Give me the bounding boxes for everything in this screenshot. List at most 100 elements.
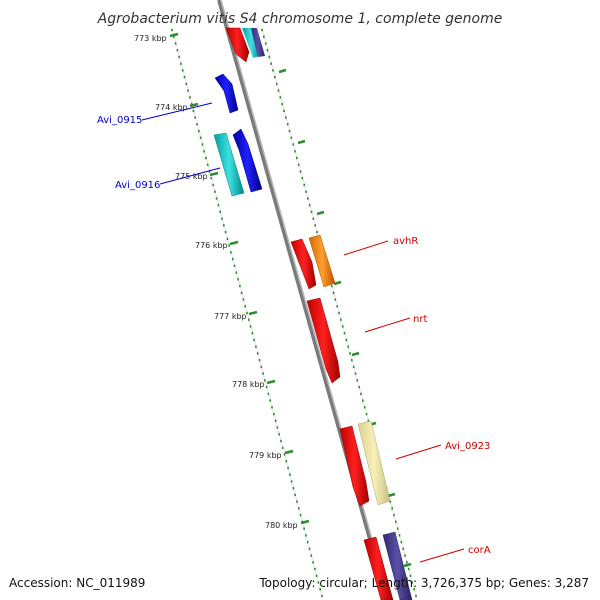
- inner-track-minor-tick: [212, 183, 214, 187]
- inner-track-minor-tick: [262, 372, 264, 375]
- gene-label-cora[interactable]: corA: [468, 545, 491, 556]
- gene-arrow-avi-0916-blue[interactable]: [232, 128, 263, 193]
- inner-track-minor-tick: [303, 527, 305, 530]
- outer-major-tick-7: [403, 562, 412, 568]
- inner-track-minor-tick: [196, 123, 198, 126]
- outer-track-minor-tick: [285, 116, 287, 119]
- gene-label-avi-0923[interactable]: Avi_0923: [445, 441, 490, 452]
- outer-track-minor-tick: [393, 513, 395, 517]
- inner-track-minor-tick: [237, 278, 239, 281]
- gene-label-avi-0916[interactable]: Avi_0916: [115, 180, 160, 191]
- outer-track-minor-tick: [345, 338, 348, 342]
- outer-track-minor-tick: [279, 96, 282, 99]
- map-title: Agrobacterium vitis S4 chromosome 1, com…: [97, 11, 503, 27]
- outer-track-minor-tick: [305, 190, 307, 193]
- outer-track-minor-tick: [297, 163, 300, 166]
- gene-label-avhr[interactable]: avhR: [393, 236, 418, 247]
- outer-major-tick-1: [297, 139, 306, 145]
- outer-track-minor-tick: [274, 76, 276, 79]
- inner-track-minor-tick: [173, 35, 175, 38]
- outer-track-minor-tick: [277, 89, 280, 92]
- gene-block-top-cyan[interactable]: [242, 28, 260, 58]
- inner-track-minor-tick: [176, 49, 179, 52]
- outer-track-minor-tick: [404, 554, 406, 557]
- inner-track-minor-tick: [296, 500, 298, 503]
- inner-track-minor-tick: [258, 359, 261, 362]
- tick-label-778: 778 kbp: [232, 380, 265, 389]
- outer-track-minor-tick: [358, 385, 360, 389]
- inner-track-minor-tick: [194, 116, 196, 119]
- outer-track-minor-tick: [396, 527, 399, 530]
- outer-major-tick-3: [333, 280, 342, 286]
- leader-avi-0915: [141, 102, 213, 121]
- inner-track-minor-tick: [235, 271, 238, 274]
- inner-track-minor-tick: [265, 385, 268, 389]
- outer-track-minor-tick: [400, 540, 403, 544]
- inner-track-minor-tick: [190, 102, 193, 106]
- gene-arrow-nrt[interactable]: [306, 297, 341, 384]
- inner-track-minor-tick: [171, 28, 173, 32]
- inner-track-minor-tick: [208, 170, 211, 173]
- inner-track-minor-tick: [174, 42, 177, 45]
- tick-labels: 773 kbp 774 kbp 775 kbp 776 kbp 777 kbp …: [134, 34, 298, 530]
- major-tick-7: [300, 519, 310, 525]
- gene-labels: Avi_0915 Avi_0916 avhR nrt Avi_0923 corA: [97, 115, 491, 556]
- inner-track-minor-tick: [185, 82, 188, 86]
- outer-track-minor-tick: [283, 109, 285, 113]
- outer-track-minor-tick: [365, 412, 368, 416]
- inner-track-minor-tick: [205, 156, 207, 160]
- gene-block-avhr-orange[interactable]: [308, 234, 336, 288]
- outer-track-minor-tick: [281, 102, 283, 106]
- outer-track-minor-tick: [286, 123, 289, 126]
- outer-major-tick-6: [387, 492, 396, 498]
- inner-track-minor-tick: [292, 487, 295, 490]
- gene-block-cora-red[interactable]: [363, 536, 394, 600]
- ruler-ticks: [169, 28, 417, 598]
- inner-track-minor-tick: [219, 210, 221, 214]
- inner-track-minor-tick: [251, 332, 254, 335]
- inner-track-minor-tick: [221, 217, 223, 220]
- inner-track-minor-tick: [210, 177, 213, 180]
- gene-arrow-top-red[interactable]: [225, 27, 250, 63]
- inner-track-minor-tick: [287, 466, 289, 470]
- outer-track-minor-tick: [332, 291, 335, 294]
- outer-track-minor-tick: [296, 156, 298, 160]
- inner-track-minor-tick: [244, 305, 246, 308]
- tick-label-777: 777 kbp: [214, 312, 247, 321]
- leader-nrt: [364, 317, 411, 333]
- gene-block-avi-0916-cyan[interactable]: [213, 132, 245, 197]
- leader-cora: [419, 548, 465, 563]
- inner-track-minor-tick: [198, 129, 200, 133]
- gene-arrow-avi-0923-red[interactable]: [339, 425, 370, 507]
- inner-track-minor-tick: [267, 392, 270, 396]
- outer-track-minor-tick: [367, 419, 370, 422]
- inner-track-minor-tick: [249, 325, 252, 328]
- inner-track-minor-tick: [290, 480, 293, 483]
- outer-track-minor-tick: [360, 392, 362, 396]
- outer-track-minor-tick: [275, 82, 278, 86]
- outer-track-minor-tick: [299, 170, 302, 173]
- inner-track-minor-tick: [255, 345, 257, 348]
- gene-arrow-avi-0915[interactable]: [214, 73, 239, 114]
- inner-track-minor-tick: [283, 453, 286, 456]
- gene-label-leaders: [141, 102, 465, 563]
- inner-track-minor-tick: [189, 96, 191, 99]
- gene-block-top-purple[interactable]: [251, 28, 265, 57]
- tick-label-774: 774 kbp: [155, 103, 188, 112]
- outer-track-minor-tick: [398, 534, 401, 537]
- outer-track-minor-tick: [310, 210, 313, 214]
- gene-block-cora-purple[interactable]: [382, 531, 413, 600]
- outer-track-minor-tick: [312, 217, 315, 220]
- genome-backbone-highlight: [220, 0, 390, 600]
- gene-block-avi-0923-yellow[interactable]: [357, 420, 391, 506]
- inner-track-minor-tick: [264, 379, 266, 382]
- inner-track-minor-tick: [306, 540, 309, 544]
- gene-label-nrt[interactable]: nrt: [413, 314, 427, 325]
- inner-track-minor-tick: [285, 460, 288, 463]
- outer-track-minor-tick: [330, 284, 333, 288]
- gene-label-avi-0915[interactable]: Avi_0915: [97, 115, 142, 126]
- inner-track-minor-tick: [289, 473, 291, 476]
- gene-arrow-avhr-red[interactable]: [290, 238, 317, 290]
- inner-track-minor-tick: [214, 190, 216, 193]
